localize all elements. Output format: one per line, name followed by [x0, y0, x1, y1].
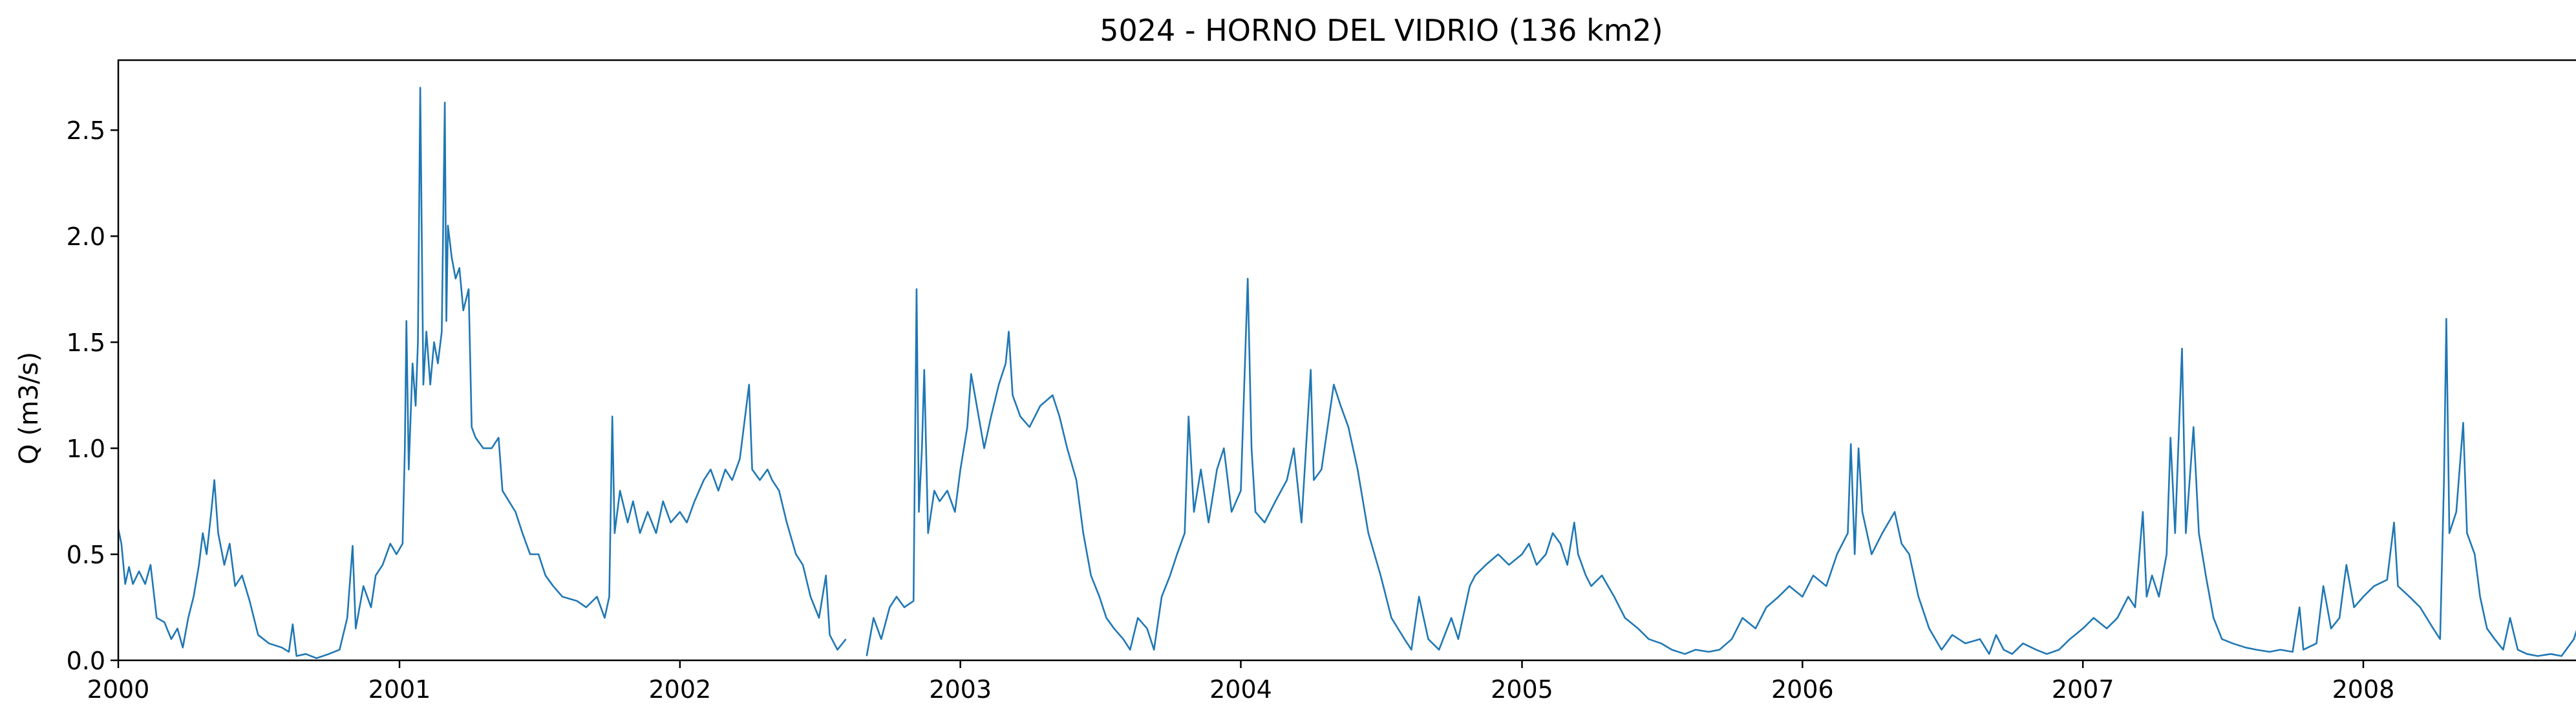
- chart-title: 5024 - HORNO DEL VIDRIO (136 km2): [1100, 13, 1663, 48]
- y-axis: 0.0 0.5 1.0 1.5 2.0 2.5: [67, 116, 118, 675]
- x-tick-label: 2006: [1771, 675, 1834, 704]
- x-tick-label: 2001: [368, 675, 431, 704]
- y-axis-label: Q (m3/s): [14, 352, 44, 464]
- x-tick-label: 2004: [1209, 675, 1272, 704]
- y-tick-label: 2.0: [67, 222, 105, 251]
- x-tick-label: 2003: [929, 675, 992, 704]
- series-line: [866, 277, 2576, 657]
- plot-frame: [117, 59, 2576, 662]
- series-group: [117, 87, 2576, 660]
- x-axis: 2000200120022003200420052006200720082009: [87, 660, 2395, 704]
- y-tick-label: 0.5: [67, 541, 105, 569]
- y-tick-label: 2.5: [67, 116, 105, 145]
- y-tick-label: 1.5: [67, 329, 105, 357]
- y-tick-label: 0.0: [67, 647, 105, 675]
- x-tick-label: 2008: [2332, 675, 2395, 704]
- x-tick-label: 2000: [87, 675, 150, 704]
- x-tick-label: 2005: [1491, 675, 1553, 704]
- x-tick-label: 2002: [648, 675, 711, 704]
- series-line: [117, 87, 847, 660]
- y-tick-label: 1.0: [67, 435, 105, 463]
- x-tick-label: 2007: [2052, 675, 2114, 704]
